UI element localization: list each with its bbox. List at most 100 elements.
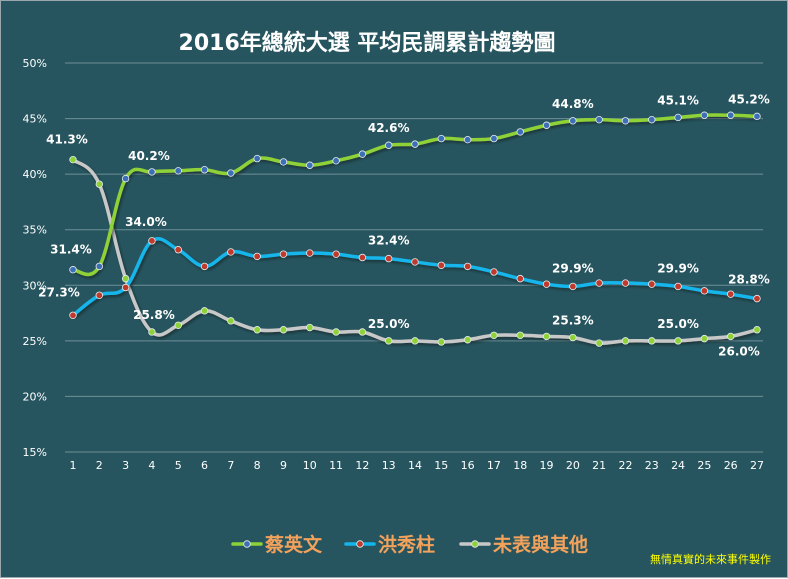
data-point xyxy=(358,150,367,158)
data-point xyxy=(490,331,498,339)
x-tick-label: 3 xyxy=(122,459,129,472)
data-point xyxy=(674,337,682,345)
data-label: 29.9% xyxy=(657,261,699,275)
data-point xyxy=(384,141,393,149)
data-point xyxy=(516,128,524,136)
x-tick-label: 19 xyxy=(540,459,554,472)
data-point xyxy=(384,254,393,263)
x-tick-label: 18 xyxy=(513,459,527,472)
data-point xyxy=(648,115,656,124)
data-point xyxy=(516,331,524,339)
data-point xyxy=(437,134,446,143)
data-label: 45.2% xyxy=(728,92,770,106)
x-tick-label: 20 xyxy=(566,459,580,472)
series-layer xyxy=(69,111,761,347)
data-point xyxy=(726,111,735,119)
data-point xyxy=(174,167,182,175)
x-tick-label: 23 xyxy=(645,459,659,472)
legend-item: 未表與其他 xyxy=(459,533,588,556)
data-point xyxy=(200,307,209,315)
data-labels: 31.4% 40.2% 42.6% 44.8% 45.1% 45.2% 27.3% 34.0%… xyxy=(38,92,770,358)
x-tick-label: 15 xyxy=(434,459,448,472)
legend-item: 蔡英文 xyxy=(231,533,323,556)
legend-swatch-marker xyxy=(471,540,479,548)
data-label: 42.6% xyxy=(368,121,410,135)
x-tick-label: 11 xyxy=(329,459,343,472)
data-point xyxy=(674,113,682,122)
data-point xyxy=(621,279,630,287)
legend-label: 蔡英文 xyxy=(265,533,323,556)
x-tick-label: 6 xyxy=(201,459,208,472)
data-point xyxy=(306,323,314,332)
x-tick-label: 8 xyxy=(254,459,261,472)
x-tick-label: 22 xyxy=(618,459,632,472)
data-point xyxy=(726,290,735,298)
data-point xyxy=(69,266,77,274)
x-tick-label: 1 xyxy=(70,459,77,472)
data-point xyxy=(95,262,104,271)
data-point xyxy=(121,274,130,283)
data-point xyxy=(227,169,235,177)
data-label: 44.8% xyxy=(552,97,594,111)
data-label: 25.0% xyxy=(368,317,410,331)
data-point xyxy=(411,140,419,148)
legend: 蔡英文 洪秀柱 未表與其他 xyxy=(231,533,588,556)
data-point xyxy=(174,321,182,329)
chart-title: 2016年總統大選 平均民調累計趨勢圖 xyxy=(179,30,556,56)
data-point xyxy=(148,237,156,245)
data-label: 31.4% xyxy=(50,243,92,257)
data-label: 34.0% xyxy=(125,215,167,229)
data-point xyxy=(753,326,761,334)
y-tick-label: 30% xyxy=(23,279,47,292)
x-tick-label: 14 xyxy=(408,459,422,472)
x-tick-label: 10 xyxy=(303,459,317,472)
data-point xyxy=(306,249,314,257)
x-tick-label: 27 xyxy=(750,459,764,472)
data-point xyxy=(516,274,524,283)
data-point xyxy=(358,253,367,262)
legend-swatch-marker xyxy=(356,540,364,548)
legend-label: 洪秀柱 xyxy=(378,533,435,556)
legend-label: 未表與其他 xyxy=(492,533,588,556)
data-point xyxy=(358,328,367,336)
data-point xyxy=(95,291,104,299)
data-point xyxy=(121,174,130,183)
data-point xyxy=(384,337,393,345)
y-tick-label: 25% xyxy=(23,335,47,348)
series-1 xyxy=(69,236,761,319)
data-point xyxy=(674,282,682,291)
data-point xyxy=(69,311,77,319)
data-point xyxy=(648,337,656,345)
y-tick-label: 20% xyxy=(23,390,47,403)
data-point xyxy=(542,332,551,341)
data-point xyxy=(253,252,261,261)
grid-layer xyxy=(65,62,763,453)
x-tick-label: 5 xyxy=(175,459,182,472)
data-point xyxy=(148,168,156,176)
legend-swatch-marker xyxy=(243,540,251,548)
data-point xyxy=(569,282,577,291)
x-tick-label: 26 xyxy=(724,459,738,472)
y-tick-label: 40% xyxy=(23,168,47,181)
data-point xyxy=(121,283,130,292)
data-point xyxy=(648,280,656,288)
x-tick-label: 24 xyxy=(671,459,685,472)
x-tick-label: 16 xyxy=(461,459,475,472)
data-point xyxy=(542,121,551,129)
x-tick-label: 13 xyxy=(382,459,396,472)
x-tick-label: 17 xyxy=(487,459,501,472)
data-label: 26.0% xyxy=(718,345,760,359)
y-axis-ticks: 15% 20% 25% 30% 35% 40% 45% 50% xyxy=(23,57,47,459)
data-point xyxy=(279,250,288,258)
data-point xyxy=(700,111,709,119)
data-point xyxy=(69,155,77,164)
data-point xyxy=(490,268,498,276)
series-0 xyxy=(69,111,761,277)
data-point xyxy=(253,154,261,163)
x-tick-label: 21 xyxy=(592,459,606,472)
data-label: 41.3% xyxy=(46,133,88,147)
data-point xyxy=(463,135,472,144)
data-point xyxy=(332,328,340,336)
